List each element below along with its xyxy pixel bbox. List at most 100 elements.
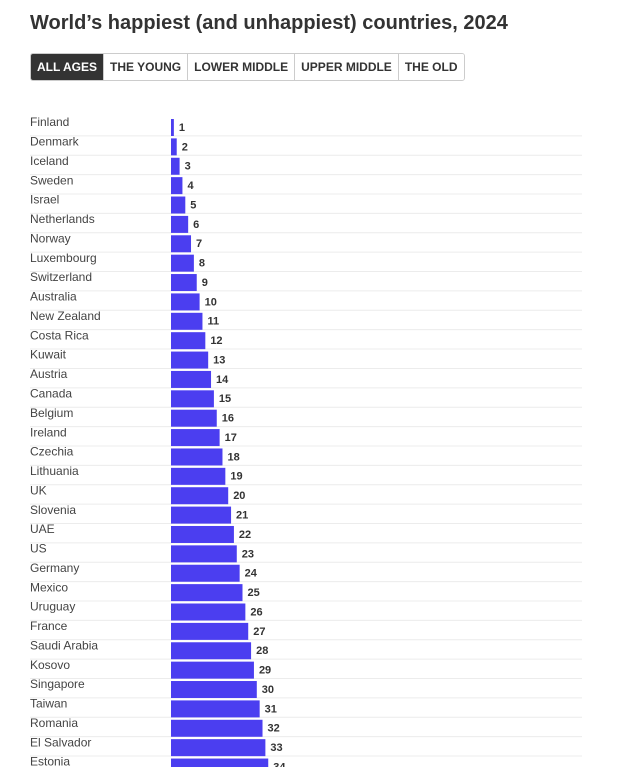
- bar[interactable]: [171, 332, 206, 350]
- rank-value-label: 31: [265, 703, 277, 715]
- country-label: New Zealand: [30, 309, 101, 323]
- bar[interactable]: [171, 525, 234, 543]
- bar[interactable]: [171, 312, 203, 330]
- bar[interactable]: [171, 293, 200, 311]
- country-label: Austria: [30, 367, 68, 381]
- bar[interactable]: [171, 390, 214, 408]
- rank-value-label: 10: [205, 296, 217, 308]
- rank-value-label: 21: [236, 510, 248, 522]
- country-label: Israel: [30, 193, 59, 207]
- country-label: Slovenia: [30, 503, 76, 517]
- rank-value-label: 6: [193, 219, 199, 231]
- bar[interactable]: [171, 584, 243, 602]
- bar[interactable]: [171, 700, 260, 718]
- bar[interactable]: [171, 429, 220, 447]
- tab-lower-middle[interactable]: LOWER MIDDLE: [188, 54, 296, 80]
- country-label: Taiwan: [30, 697, 67, 711]
- country-label: El Salvador: [30, 735, 91, 749]
- country-label: Czechia: [30, 445, 74, 459]
- country-label: Denmark: [30, 135, 80, 149]
- age-group-tabs: ALL AGES THE YOUNG LOWER MIDDLE UPPER MI…: [30, 53, 465, 81]
- country-label: UAE: [30, 522, 55, 536]
- rank-value-label: 4: [187, 180, 194, 192]
- bar[interactable]: [171, 119, 174, 136]
- rank-value-label: 27: [253, 626, 265, 638]
- rank-value-label: 11: [207, 316, 219, 328]
- bar[interactable]: [171, 758, 269, 767]
- country-label: Mexico: [30, 580, 68, 594]
- country-label: Sweden: [30, 173, 73, 187]
- rank-value-label: 30: [262, 684, 274, 696]
- bar[interactable]: [171, 661, 254, 679]
- rank-value-label: 20: [233, 490, 245, 502]
- tab-all-ages[interactable]: ALL AGES: [31, 54, 105, 80]
- country-label: France: [30, 619, 68, 633]
- rank-value-label: 33: [270, 742, 282, 754]
- rank-value-label: 34: [273, 761, 286, 767]
- bar[interactable]: [171, 254, 194, 272]
- country-label: Luxembourg: [30, 251, 97, 265]
- bar[interactable]: [171, 196, 186, 214]
- bar[interactable]: [171, 642, 252, 660]
- rank-value-label: 19: [230, 471, 242, 483]
- country-label: Finland: [30, 115, 69, 129]
- bar[interactable]: [171, 157, 180, 175]
- country-label: Uruguay: [30, 600, 75, 614]
- bar[interactable]: [171, 487, 229, 505]
- bar[interactable]: [171, 274, 197, 292]
- country-label: Ireland: [30, 425, 67, 439]
- tab-the-old[interactable]: THE OLD: [398, 54, 464, 80]
- country-label: Australia: [30, 290, 77, 304]
- rank-value-label: 15: [219, 393, 231, 405]
- country-label: UK: [30, 483, 47, 497]
- tab-the-young[interactable]: THE YOUNG: [104, 54, 189, 80]
- rank-value-label: 5: [190, 199, 196, 211]
- country-label: Kosovo: [30, 658, 70, 672]
- rank-value-label: 3: [185, 161, 191, 173]
- country-label: Switzerland: [30, 270, 92, 284]
- country-label: Norway: [30, 231, 71, 245]
- rank-value-label: 9: [202, 277, 208, 289]
- bar[interactable]: [171, 739, 266, 757]
- country-label: Singapore: [30, 677, 85, 691]
- country-label: Canada: [30, 386, 72, 400]
- rank-value-label: 8: [199, 258, 205, 270]
- bar[interactable]: [171, 409, 217, 427]
- rank-value-label: 14: [216, 374, 229, 386]
- rank-value-label: 26: [250, 606, 262, 618]
- bar[interactable]: [171, 622, 249, 640]
- rank-value-label: 2: [182, 141, 188, 153]
- country-label: Costa Rica: [30, 328, 89, 342]
- bar[interactable]: [171, 351, 209, 369]
- country-label: Belgium: [30, 406, 73, 420]
- chart-title: World’s happiest (and unhappiest) countr…: [30, 12, 508, 34]
- bar[interactable]: [171, 719, 263, 737]
- bar[interactable]: [171, 467, 226, 485]
- rank-value-label: 25: [248, 587, 260, 599]
- country-label: Germany: [30, 561, 79, 575]
- rank-value-label: 32: [268, 723, 280, 735]
- country-label: Romania: [30, 716, 78, 730]
- bar[interactable]: [171, 448, 223, 466]
- country-label: Iceland: [30, 154, 69, 168]
- tab-upper-middle[interactable]: UPPER MIDDLE: [295, 54, 399, 80]
- bar[interactable]: [171, 235, 192, 253]
- rank-value-label: 1: [179, 122, 185, 134]
- rank-value-label: 29: [259, 665, 271, 677]
- bar[interactable]: [171, 215, 189, 233]
- bar[interactable]: [171, 177, 183, 195]
- country-label: Lithuania: [30, 464, 79, 478]
- country-label: Kuwait: [30, 348, 67, 362]
- country-label: Netherlands: [30, 212, 95, 226]
- bar[interactable]: [171, 506, 232, 524]
- bar[interactable]: [171, 370, 212, 388]
- bar[interactable]: [171, 603, 246, 621]
- bar[interactable]: [171, 545, 237, 563]
- bar[interactable]: [171, 138, 177, 156]
- rank-value-label: 13: [213, 354, 225, 366]
- bar[interactable]: [171, 564, 240, 582]
- bar[interactable]: [171, 681, 257, 699]
- rank-value-label: 23: [242, 548, 254, 560]
- rank-value-label: 12: [210, 335, 222, 347]
